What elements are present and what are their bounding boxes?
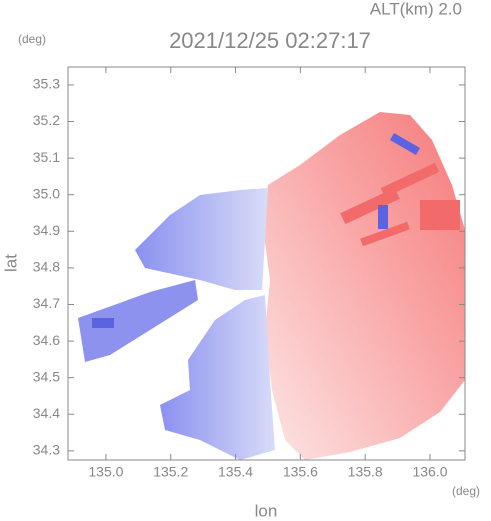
x-tick-label: 135.2 — [153, 464, 188, 480]
y-tick-label: 34.9 — [33, 222, 60, 238]
y-axis-label: lat — [1, 254, 20, 272]
velocity-field — [78, 112, 465, 460]
y-tick-label: 35.3 — [33, 76, 60, 92]
x-tick-label: 135.6 — [283, 464, 318, 480]
x-tick-label: 135.0 — [88, 464, 123, 480]
x-tick-label: 135.8 — [348, 464, 383, 480]
y-tick-label: 35.2 — [33, 112, 60, 128]
y-tick-label: 34.7 — [33, 295, 60, 311]
x-tick-label: 135.4 — [218, 464, 253, 480]
y-tick-label: 34.6 — [33, 332, 60, 348]
y-tick-label: 34.8 — [33, 259, 60, 275]
plot-frame — [67, 66, 466, 461]
y-unit: (deg) — [18, 32, 46, 46]
chart-title: 2021/12/25 02:27:17 — [169, 28, 371, 53]
y-tick-label: 34.4 — [33, 405, 60, 421]
y-tick-label: 35.0 — [33, 185, 60, 201]
x-tick-label: 136.0 — [412, 464, 447, 480]
y-tick-label: 34.3 — [33, 442, 60, 458]
y-tick-label: 35.1 — [33, 149, 60, 165]
y-tick-label: 34.5 — [33, 368, 60, 384]
altitude-label: ALT(km) 2.0 — [370, 0, 462, 18]
x-axis-label: lon — [255, 501, 278, 520]
x-unit: (deg) — [452, 484, 480, 498]
